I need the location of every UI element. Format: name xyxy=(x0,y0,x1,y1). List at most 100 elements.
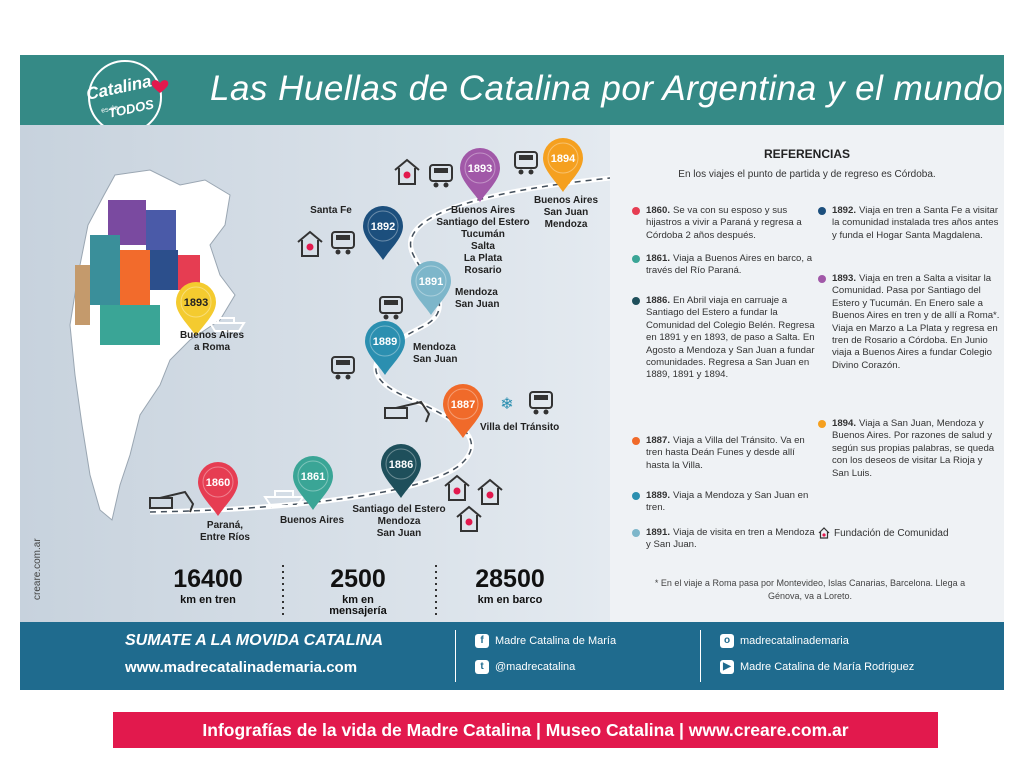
references-subtitle: En los viajes el punto de partida y de r… xyxy=(678,169,936,180)
reference-year: 1894. xyxy=(832,418,857,429)
reference-dot xyxy=(632,255,640,263)
logo-text: TODOS xyxy=(107,96,155,120)
pin-year: 1893 xyxy=(468,163,492,175)
reference-item: 1861. Viaja a Buenos Aires en barco, a tr… xyxy=(632,253,816,278)
place-label: Santa Fe xyxy=(310,205,352,216)
place-label: Tucumán xyxy=(461,229,505,240)
logo-heart xyxy=(151,80,169,93)
pin xyxy=(365,321,405,375)
title: Las Huellas de Catalina por Argentina y … xyxy=(210,69,1004,108)
legend: Fundación de Comunidad xyxy=(818,527,949,539)
reference-year: 1893. xyxy=(832,273,857,284)
social-link: f Madre Catalina de María xyxy=(475,634,616,648)
pin xyxy=(443,384,483,438)
reference-dot xyxy=(632,207,640,215)
divider xyxy=(700,630,701,682)
province xyxy=(100,305,160,345)
train-window xyxy=(434,168,448,173)
stat-label: km en barco xyxy=(478,594,543,606)
train-icon xyxy=(514,151,538,169)
train-icon xyxy=(331,356,355,374)
social-link: ▶ Madre Catalina de María Rodriguez xyxy=(720,660,914,674)
social-link: o madrecatalinademaria xyxy=(720,634,849,648)
train-wheel xyxy=(335,374,341,380)
reference-text: Viaja a Mendoza y San Juan en tren. xyxy=(646,490,809,514)
house-icon xyxy=(444,474,470,501)
place-label: San Juan xyxy=(413,354,457,365)
place-label: San Juan xyxy=(377,528,421,539)
heart-dot xyxy=(486,491,494,499)
train-icon xyxy=(429,164,453,182)
reference-item: 1886. En Abril viaja en carruaje a Santia… xyxy=(632,295,816,382)
house-icon xyxy=(818,527,830,539)
place-label: San Juan xyxy=(455,299,499,310)
reference-item: 1889. Viaja a Mendoza y San Juan en tren. xyxy=(632,490,816,515)
province xyxy=(120,250,150,305)
header: Catalina es de TODOS Las Huellas de Cata… xyxy=(20,55,1004,125)
reference-dot xyxy=(818,420,826,428)
social-text: Madre Catalina de María Rodriguez xyxy=(740,661,915,673)
reference-text: Viaja a Villa del Tránsito. Va en tren h… xyxy=(646,435,805,471)
stat-label: km en xyxy=(342,594,374,606)
pin xyxy=(176,282,216,336)
place-label: Rosario xyxy=(464,265,501,276)
reference-year: 1892. xyxy=(832,205,857,216)
pin-ring xyxy=(367,210,399,242)
infographic: Catalina es de TODOS Las Huellas de Cata… xyxy=(20,55,1004,690)
references-title: REFERENCIAS xyxy=(763,147,850,161)
social-text: @madrecatalina xyxy=(495,661,576,673)
train-wheel xyxy=(393,314,399,320)
reference-text: Viaja en tren a Salta a visitar la Comun… xyxy=(832,273,1000,371)
slogan: SUMATE A LA MOVIDA CATALINA xyxy=(125,632,384,649)
place-label: Santiago del Estero xyxy=(352,504,445,515)
place-label: Santiago del Estero xyxy=(436,217,529,228)
pin xyxy=(293,456,333,510)
pin-ring xyxy=(547,142,579,174)
logo: Catalina es de TODOS xyxy=(85,60,169,125)
province xyxy=(178,255,200,290)
reference-item: 1887. Viaja a Villa del Tránsito. Va en t… xyxy=(632,435,816,472)
stat-label: mensajería xyxy=(329,605,387,617)
place-label: Buenos Aires xyxy=(534,195,599,206)
place-label: Buenos Aires xyxy=(180,330,245,341)
pin xyxy=(363,206,403,260)
train-wheel xyxy=(533,409,539,415)
caption: Infografías de la vida de Madre Catalina… xyxy=(113,712,938,748)
ship-icon xyxy=(208,317,246,332)
stat-value: 2500 xyxy=(330,565,386,593)
train-window xyxy=(534,395,548,400)
pin xyxy=(411,261,451,315)
province xyxy=(90,235,120,305)
stat-label: km en tren xyxy=(180,594,236,606)
logo-ring xyxy=(88,60,162,125)
reference-dot xyxy=(818,275,826,283)
place-label: Villa del Tránsito xyxy=(480,422,559,433)
train-wheel xyxy=(335,249,341,255)
place-label: Mendoza xyxy=(413,342,456,353)
reference-item: 1894. Viaja a San Juan, Mendoza y Buenos … xyxy=(818,418,1002,480)
pin-ring xyxy=(385,448,417,480)
house-icon xyxy=(297,230,323,257)
pin xyxy=(460,148,500,202)
train-wheel xyxy=(543,409,549,415)
footer: SUMATE A LA MOVIDA CATALINA www.madrecat… xyxy=(20,622,1004,690)
train-wheel xyxy=(345,249,351,255)
pin-ring xyxy=(369,325,401,357)
train-wheel xyxy=(345,374,351,380)
reference-year: 1861. xyxy=(646,253,671,264)
train-wheel xyxy=(528,169,534,175)
map: creare.com.ar ❄ 1860 Paraná,Entre Ríos 1861… xyxy=(32,138,621,617)
reference-year: 1891. xyxy=(646,527,671,538)
divider xyxy=(455,630,456,682)
reference-item: 1893. Viaja en tren a Salta a visitar la … xyxy=(818,273,1002,372)
snowflake: ❄ xyxy=(500,396,513,413)
place-label: Entre Ríos xyxy=(200,532,250,543)
province xyxy=(146,210,176,250)
reference-text: En Abril viaja en carruaje a Santiago de… xyxy=(646,295,815,381)
reference-item: 1891. Viaja de visita en tren a Mendoza y… xyxy=(632,527,816,552)
note: * En el viaje a Roma pasa por Montevideo… xyxy=(654,578,966,601)
references-panel: REFERENCIAS En los viajes el punto de pa… xyxy=(610,125,1004,622)
train-window xyxy=(384,300,398,305)
pin-year: 1891 xyxy=(419,276,443,288)
train-icon xyxy=(331,231,355,249)
